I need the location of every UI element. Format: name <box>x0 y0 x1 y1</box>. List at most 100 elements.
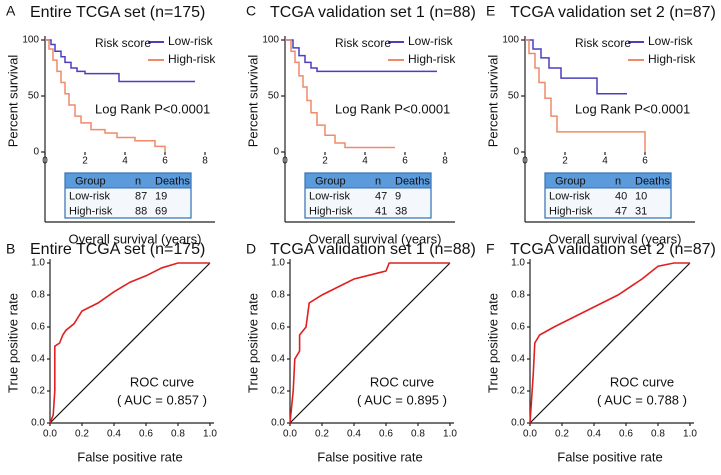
legend-title: Risk score <box>575 36 631 50</box>
table-cell: 19 <box>155 190 167 202</box>
x-tick-label: 4 <box>122 156 128 167</box>
y-tick-label: 0.4 <box>511 354 525 365</box>
table-header-cell: Deaths <box>155 175 190 187</box>
y-tick-label: 0.0 <box>31 418 45 429</box>
legend-label: Low-risk <box>648 34 694 48</box>
x-tick-label: 6 <box>402 156 408 167</box>
table-cell: 40 <box>615 190 627 202</box>
table-header-cell: n <box>135 175 141 187</box>
table-cell: High-risk <box>69 205 113 217</box>
table-cell: 9 <box>395 190 401 202</box>
y-tick-label: 0.8 <box>31 290 45 301</box>
y-tick-label: 0.8 <box>271 290 285 301</box>
x-tick-label: 0 <box>282 156 288 167</box>
x-tick-label: 1.0 <box>443 429 457 440</box>
x-tick-label: 0.6 <box>139 429 153 440</box>
y-axis-label: Percent survival <box>5 55 20 148</box>
y-tick-label: 0.2 <box>511 386 525 397</box>
auc-label: ( AUC = 0.895 ) <box>357 392 447 407</box>
y-tick-label: 0.8 <box>511 290 525 301</box>
x-tick-label: 0.6 <box>619 429 633 440</box>
table-header-cell: Group <box>75 175 106 187</box>
x-tick-label: 0.0 <box>283 429 297 440</box>
annotation: ROC curve <box>610 374 674 389</box>
survival-curve <box>525 39 646 152</box>
survival-curve <box>525 39 627 95</box>
table-cell: 38 <box>395 205 407 217</box>
x-tick-label: 6 <box>642 156 648 167</box>
table-header <box>304 172 432 189</box>
table-cell: 47 <box>375 190 387 202</box>
x-tick-label: 2 <box>82 156 88 167</box>
y-tick-label: 0.2 <box>271 386 285 397</box>
auc-label: ( AUC = 0.788 ) <box>597 392 687 407</box>
y-tick-label: 0.6 <box>31 322 45 333</box>
x-tick-label: 0.8 <box>651 429 665 440</box>
survival-curve <box>285 39 395 149</box>
y-tick-label: 0.6 <box>271 322 285 333</box>
table-cell: Low-risk <box>549 190 590 202</box>
x-axis-label: False positive rate <box>77 449 183 464</box>
x-tick-label: 6 <box>162 156 168 167</box>
y-tick-label: 100 <box>262 35 279 46</box>
chart-title: TCGA validation set 2 (n=87) <box>510 241 716 258</box>
y-tick-label: 0.0 <box>511 418 525 429</box>
reference-line <box>289 262 451 424</box>
y-tick-label: 0.4 <box>31 354 45 365</box>
x-tick-label: 0.2 <box>315 429 329 440</box>
table-header-cell: n <box>375 175 381 187</box>
x-axis-label: False positive rate <box>557 449 663 464</box>
auc-label: ( AUC = 0.857 ) <box>117 392 207 407</box>
legend-label: Low-risk <box>408 34 454 48</box>
table-header <box>64 172 192 189</box>
table-header-cell: n <box>615 175 621 187</box>
table-header-cell: Group <box>315 175 346 187</box>
x-tick-label: 0.4 <box>347 429 361 440</box>
x-tick-label: 0.8 <box>411 429 425 440</box>
x-tick-label: 0.8 <box>171 429 185 440</box>
survival-curve <box>45 39 195 83</box>
panel-label: D <box>246 241 256 257</box>
legend-label: High-risk <box>168 52 216 66</box>
table-cell: 47 <box>615 205 627 217</box>
x-tick-label: 4 <box>602 156 608 167</box>
reference-line <box>529 262 691 424</box>
x-axis-label: Overall survival (years) <box>549 231 682 246</box>
y-tick-label: 50 <box>28 91 40 102</box>
reference-line <box>49 262 211 424</box>
annotation: ROC curve <box>370 374 434 389</box>
x-tick-label: 0.0 <box>523 429 537 440</box>
y-tick-label: 0.2 <box>31 386 45 397</box>
panel-label: A <box>6 3 16 19</box>
table-header <box>544 172 672 189</box>
x-axis-label: False positive rate <box>317 449 423 464</box>
x-tick-label: 0.2 <box>75 429 89 440</box>
y-tick-label: 1.0 <box>31 258 45 269</box>
y-axis-label: True positive rate <box>485 293 500 393</box>
annotation: Log Rank P<0.0001 <box>575 101 690 116</box>
y-tick-label: 0.0 <box>271 418 285 429</box>
y-axis-label: Percent survival <box>245 55 260 148</box>
roc-curve <box>49 262 210 424</box>
table-cell: 41 <box>375 205 387 217</box>
y-tick-label: 50 <box>508 91 520 102</box>
y-tick-label: 1.0 <box>511 258 525 269</box>
x-tick-label: 0.4 <box>587 429 601 440</box>
table-cell: 31 <box>635 205 647 217</box>
y-axis-label: True positive rate <box>5 293 20 393</box>
y-tick-label: 1.0 <box>271 258 285 269</box>
panel-label: F <box>486 241 495 257</box>
x-tick-label: 0.6 <box>379 429 393 440</box>
chart-title: Entire TCGA set (n=175) <box>30 241 205 258</box>
roc-curve <box>529 262 690 424</box>
x-tick-label: 8 <box>202 156 208 167</box>
x-tick-label: 8 <box>442 156 448 167</box>
panel-label: E <box>486 3 495 19</box>
x-tick-label: 1.0 <box>683 429 697 440</box>
x-tick-label: 0 <box>42 156 48 167</box>
x-tick-label: 0 <box>522 156 528 167</box>
x-tick-label: 0.2 <box>555 429 569 440</box>
table-cell: Low-risk <box>309 190 350 202</box>
y-tick-label: 0.6 <box>511 322 525 333</box>
